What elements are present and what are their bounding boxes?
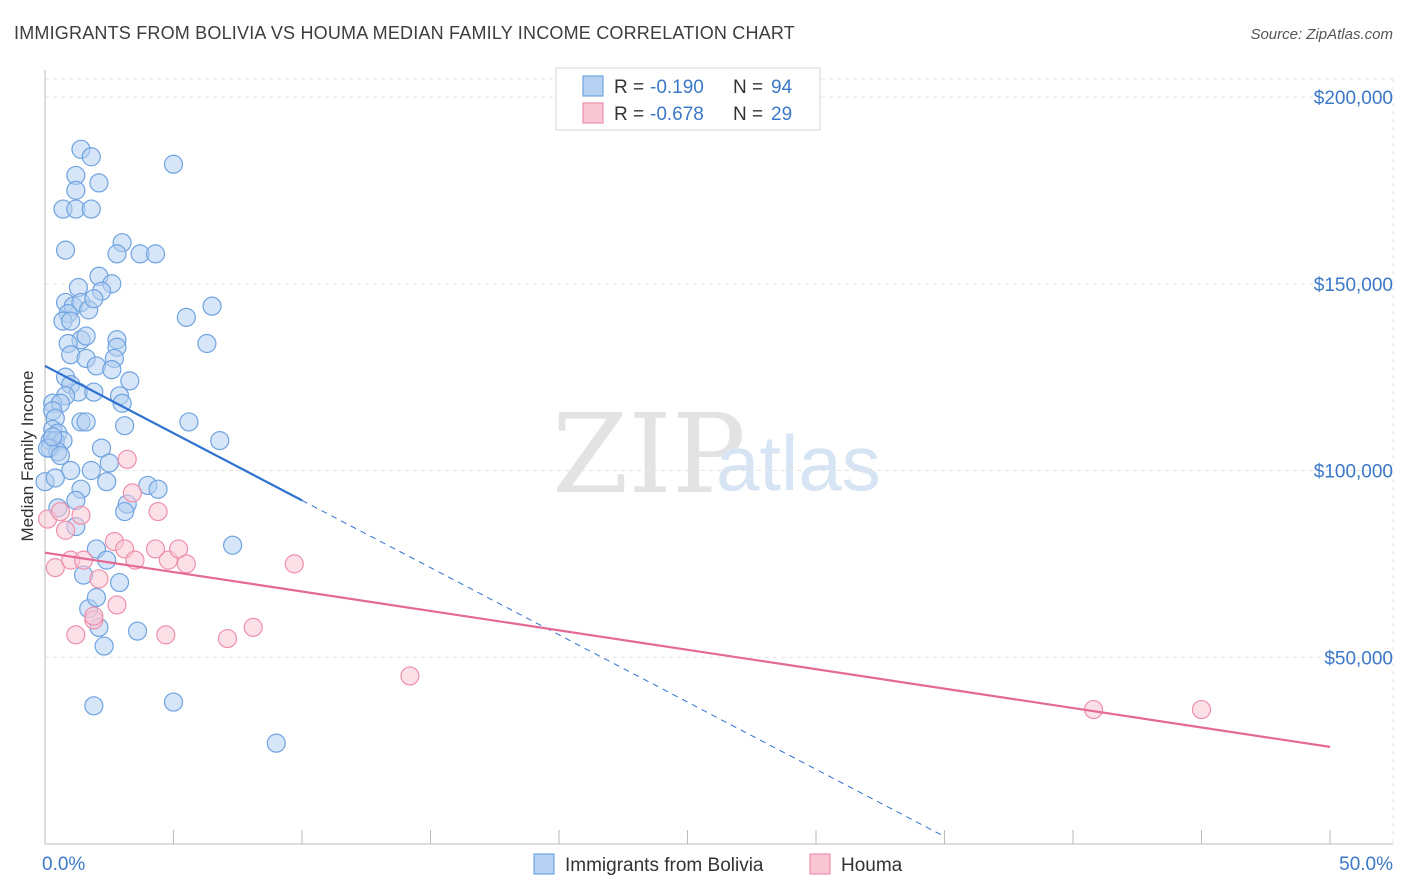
chart-title: IMMIGRANTS FROM BOLIVIA VS HOUMA MEDIAN … [14, 23, 795, 43]
bolivia-point [45, 468, 65, 488]
bolivia-point [107, 244, 127, 264]
bolivia-point [109, 572, 130, 593]
watermark: ZIP atlas [552, 390, 881, 518]
trend-line-bolivia [44, 364, 303, 502]
legend-n-value-houma: 29 [771, 104, 792, 125]
bolivia-point [94, 636, 114, 656]
series-immigrants-from-bolivia [35, 139, 286, 753]
bolivia-point [115, 501, 135, 522]
x-tick-label-max: 50.0% [1339, 854, 1393, 875]
y-axis-label: Median Family Income [18, 370, 37, 541]
bolivia-point [84, 289, 104, 309]
houma-point [107, 595, 127, 615]
bottom-legend-label-bolivia: Immigrants from Bolivia [565, 855, 764, 876]
y-tick-label-150k: $150,000 [1314, 275, 1393, 296]
bolivia-point [120, 371, 140, 391]
houma-point [117, 449, 137, 469]
bolivia-point [145, 244, 166, 264]
bolivia-point [197, 333, 217, 354]
houma-point [55, 520, 76, 540]
bolivia-point [210, 431, 230, 451]
houma-point [169, 539, 189, 559]
bolivia-point [266, 733, 286, 753]
chart-source: Source: ZipAtlas.com [1250, 26, 1393, 43]
bolivia-point [127, 621, 148, 641]
bolivia-point [115, 416, 135, 436]
bolivia-point [76, 412, 96, 432]
watermark-atlas: atlas [716, 419, 881, 507]
bolivia-point [97, 472, 117, 492]
houma-point [217, 628, 238, 649]
houma-point [400, 666, 420, 686]
bolivia-point [89, 173, 109, 193]
bolivia-point [61, 460, 81, 481]
bolivia-point [223, 535, 243, 555]
bolivia-point [81, 199, 101, 219]
y-axis-tick-labels: $50,000 $100,000 $150,000 $200,000 [1314, 88, 1393, 669]
houma-point [89, 569, 109, 589]
bolivia-point [202, 296, 222, 316]
bolivia-point [43, 427, 63, 447]
bolivia-point [76, 326, 96, 346]
houma-point [45, 558, 65, 578]
legend-r-label-houma: R = [614, 104, 644, 125]
legend-n-value-bolivia: 94 [771, 77, 793, 98]
bolivia-point [148, 479, 168, 499]
bolivia-point [91, 438, 112, 458]
bolivia-point [84, 696, 104, 716]
x-axis-ticks [44, 830, 1331, 844]
bolivia-point [66, 180, 86, 200]
legend-n-label-bolivia: N = [733, 77, 763, 98]
bottom-legend-swatch-bolivia [533, 853, 555, 875]
bolivia-point [163, 692, 184, 712]
houma-point [145, 539, 166, 559]
houma-point [156, 625, 176, 645]
houma-point [1191, 699, 1212, 720]
bottom-legend-label-houma: Houma [841, 855, 903, 876]
houma-point [243, 617, 263, 637]
bolivia-point [102, 360, 122, 380]
trend-line-bolivia-extrapolated [301, 499, 945, 837]
bolivia-point [86, 587, 107, 608]
legend-r-label-bolivia: R = [614, 77, 644, 98]
bolivia-point [99, 453, 119, 473]
series-legend: Immigrants from Bolivia Houma [533, 853, 903, 876]
bolivia-point [81, 147, 101, 167]
houma-point [284, 554, 304, 574]
legend-swatch-bolivia [582, 75, 604, 97]
y-tick-label-100k: $100,000 [1314, 462, 1393, 483]
trend-line-houma [44, 551, 1331, 748]
bottom-legend-swatch-houma [809, 853, 831, 875]
y-tick-label-200k: $200,000 [1314, 88, 1393, 109]
houma-point [66, 625, 86, 645]
correlation-legend: R = -0.190 N = 94 R = -0.678 N = 29 [555, 67, 821, 131]
legend-r-value-houma: -0.678 [650, 104, 704, 125]
y-tick-label-50k: $50,000 [1324, 648, 1393, 669]
bolivia-point [55, 240, 76, 260]
bolivia-point [179, 412, 199, 432]
bolivia-point [81, 460, 101, 481]
trend-lines [44, 364, 1331, 837]
x-tick-label-min: 0.0% [42, 854, 85, 875]
houma-point [176, 554, 196, 574]
bolivia-point [163, 154, 184, 174]
houma-point [71, 505, 91, 525]
houma-point [84, 606, 104, 626]
houma-point [148, 501, 168, 522]
watermark-zip: ZIP [552, 390, 746, 518]
bolivia-point [61, 311, 81, 331]
houma-point [122, 483, 142, 503]
legend-n-label-houma: N = [733, 104, 763, 125]
legend-swatch-houma [582, 102, 604, 124]
bolivia-point [50, 445, 71, 466]
houma-point [50, 501, 71, 522]
legend-r-value-bolivia: -0.190 [650, 77, 704, 98]
bolivia-point [176, 307, 196, 327]
